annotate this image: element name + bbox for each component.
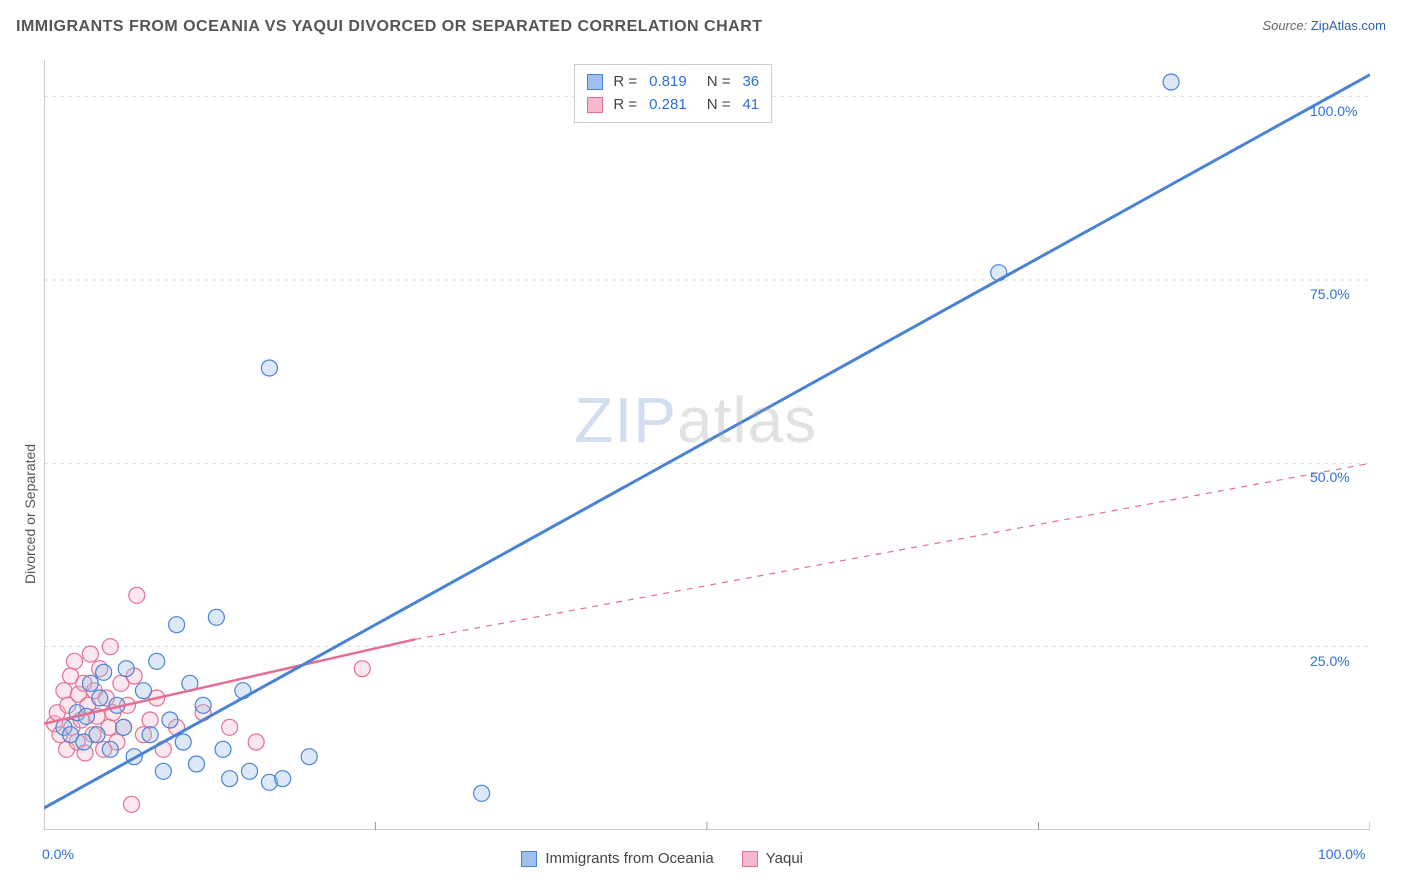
source-label: Source: — [1262, 18, 1307, 33]
swatch-series-a — [587, 74, 603, 90]
y-tick-label: 75.0% — [1310, 286, 1350, 302]
stats-r-label: R = — [613, 71, 637, 94]
scatter-plot — [44, 60, 1370, 830]
stats-r-value-a: 0.819 — [649, 71, 687, 94]
source-value: ZipAtlas.com — [1311, 18, 1386, 33]
y-tick-label: 25.0% — [1310, 653, 1350, 669]
correlation-stats-box: R = 0.819 N = 36 R = 0.281 N = 41 — [574, 64, 772, 123]
legend-label-a: Immigrants from Oceania — [545, 850, 713, 867]
x-tick-origin: 0.0% — [42, 846, 74, 862]
stats-n-value-a: 36 — [742, 71, 759, 94]
legend-swatch-a — [521, 851, 537, 867]
stats-n-label: N = — [707, 71, 731, 94]
stats-r-label: R = — [613, 94, 637, 117]
swatch-series-b — [587, 97, 603, 113]
stats-n-label: N = — [707, 94, 731, 117]
legend-item-series-b: Yaqui — [742, 850, 803, 867]
legend-item-series-a: Immigrants from Oceania — [521, 850, 713, 867]
stats-n-value-b: 41 — [742, 94, 759, 117]
legend-swatch-b — [742, 851, 758, 867]
y-axis-label: Divorced or Separated — [22, 444, 38, 584]
stats-row-series-a: R = 0.819 N = 36 — [587, 71, 759, 94]
x-tick-max: 100.0% — [1318, 846, 1365, 862]
y-tick-label: 50.0% — [1310, 469, 1350, 485]
chart-title: IMMIGRANTS FROM OCEANIA VS YAQUI DIVORCE… — [16, 18, 763, 36]
legend-label-b: Yaqui — [766, 850, 803, 867]
x-axis-legend: Immigrants from Oceania Yaqui — [521, 850, 803, 867]
y-tick-label: 100.0% — [1310, 103, 1357, 119]
chart-container: IMMIGRANTS FROM OCEANIA VS YAQUI DIVORCE… — [0, 0, 1406, 892]
stats-row-series-b: R = 0.281 N = 41 — [587, 94, 759, 117]
source-attribution: Source: ZipAtlas.com — [1262, 18, 1386, 33]
stats-r-value-b: 0.281 — [649, 94, 687, 117]
